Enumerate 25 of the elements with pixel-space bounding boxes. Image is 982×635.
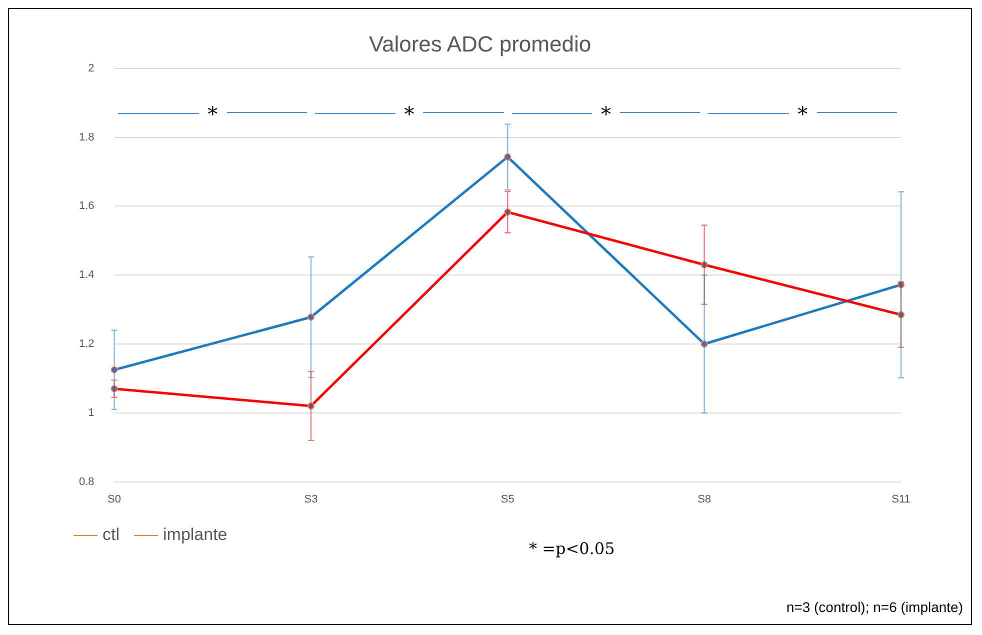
chart-title: Valores ADC promedio: [368, 31, 592, 56]
legend-label: implante: [163, 525, 228, 544]
y-tick-label: 1.2: [78, 338, 94, 350]
x-tick-label: S3: [304, 493, 318, 506]
y-tick-label: 1: [88, 406, 94, 419]
bracket: *: [118, 102, 307, 124]
y-tick-label: 1.6: [78, 200, 94, 212]
x-tick-label: S8: [698, 493, 712, 506]
bracket: *: [512, 102, 700, 124]
x-tick-label: S5: [500, 493, 514, 506]
bracket: *: [708, 102, 897, 124]
text: n=3 (control); n=6 (implante): [786, 599, 963, 615]
y-tick-label: 1.8: [78, 131, 94, 144]
legend-label: ctl: [102, 525, 120, 544]
annotation: *: [600, 102, 612, 126]
annotation: *: [796, 102, 809, 126]
y-tick-label: 0.8: [78, 476, 94, 488]
annotation: *: [206, 102, 219, 126]
text: * =p<0.05: [529, 539, 615, 558]
x-tick-label: S0: [108, 493, 122, 506]
y-tick-label: 2: [88, 62, 94, 74]
y-tick-label: 1.4: [78, 269, 94, 282]
x-tick-label: S11: [892, 493, 910, 506]
bracket: *: [314, 102, 504, 124]
annotation: *: [403, 102, 416, 126]
